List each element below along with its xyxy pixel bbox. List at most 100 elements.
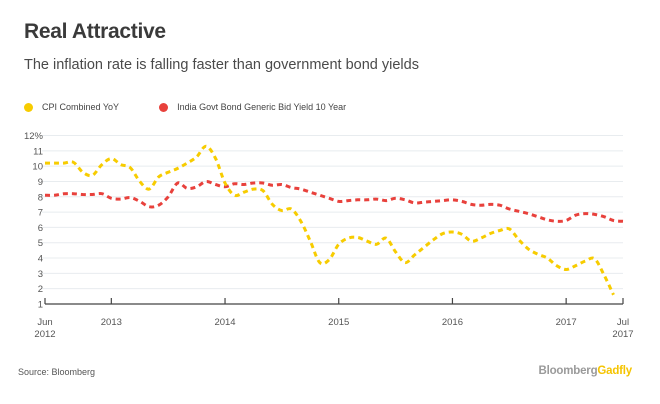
legend-label-cpi: CPI Combined YoY xyxy=(42,102,120,112)
x-tick-label: 2014 xyxy=(214,317,235,328)
data-point-bond-yield xyxy=(574,214,576,216)
chart-subtitle: The inflation rate is falling faster tha… xyxy=(24,57,419,73)
data-point-cpi xyxy=(423,246,425,248)
data-point-cpi xyxy=(574,265,576,267)
data-point-bond-yield xyxy=(499,204,501,206)
data-point-bond-yield xyxy=(593,213,595,215)
data-point-bond-yield xyxy=(338,200,340,202)
data-point-bond-yield xyxy=(129,196,131,198)
data-point-bond-yield xyxy=(404,199,406,201)
data-point-bond-yield xyxy=(537,215,539,217)
x-tick-label: Jun xyxy=(37,317,52,328)
data-point-cpi xyxy=(63,162,65,164)
data-point-bond-yield xyxy=(44,194,46,196)
data-point-cpi xyxy=(328,258,330,260)
data-point-bond-yield xyxy=(139,200,141,202)
data-point-bond-yield xyxy=(347,199,349,201)
data-point-bond-yield xyxy=(461,200,463,202)
data-point-bond-yield xyxy=(176,182,178,184)
data-point-cpi xyxy=(214,157,216,159)
data-point-bond-yield xyxy=(110,197,112,199)
data-point-cpi xyxy=(432,238,434,240)
data-point-cpi xyxy=(139,180,141,182)
data-point-bond-yield xyxy=(527,212,529,214)
legend-item-cpi: CPI Combined YoY xyxy=(24,102,119,112)
data-point-cpi xyxy=(489,232,491,234)
y-tick-label: 9 xyxy=(38,177,43,188)
data-point-cpi xyxy=(53,162,55,164)
data-point-bond-yield xyxy=(186,187,188,189)
data-point-cpi xyxy=(518,238,520,240)
y-tick-label: 8 xyxy=(38,192,43,203)
y-tick-label: 2 xyxy=(38,284,43,295)
data-point-bond-yield xyxy=(82,193,84,195)
y-tick-label: 5 xyxy=(38,238,43,249)
data-point-cpi xyxy=(224,182,226,184)
data-point-bond-yield xyxy=(603,215,605,217)
data-point-cpi xyxy=(461,233,463,235)
legend: CPI Combined YoY India Govt Bond Generic… xyxy=(24,100,386,114)
data-point-cpi xyxy=(527,248,529,250)
data-point-cpi xyxy=(593,258,595,260)
brand-bloomberg: Bloomberg xyxy=(538,365,598,377)
data-point-bond-yield xyxy=(233,183,235,185)
data-point-cpi xyxy=(546,257,548,259)
data-point-bond-yield xyxy=(148,206,150,208)
data-point-cpi xyxy=(290,208,292,210)
data-point-bond-yield xyxy=(470,203,472,205)
data-point-cpi xyxy=(148,188,150,190)
x-tick-label: 2012 xyxy=(34,329,55,340)
data-point-cpi xyxy=(612,294,614,296)
source-note: Source: Bloomberg xyxy=(18,367,96,377)
data-point-bond-yield xyxy=(271,184,273,186)
data-point-cpi xyxy=(110,157,112,159)
data-point-cpi xyxy=(195,156,197,158)
series-line-cpi xyxy=(45,144,615,296)
data-point-bond-yield xyxy=(518,210,520,212)
data-point-cpi xyxy=(309,240,311,242)
data-point-bond-yield xyxy=(480,204,482,206)
data-point-bond-yield xyxy=(167,196,169,198)
data-point-cpi xyxy=(394,251,396,253)
legend-item-bond-yield: India Govt Bond Generic Bid Yield 10 Yea… xyxy=(159,102,346,112)
data-point-cpi xyxy=(366,240,368,242)
data-point-bond-yield xyxy=(300,188,302,190)
legend-swatch-bond-yield xyxy=(159,102,169,112)
data-point-bond-yield xyxy=(375,198,377,200)
data-point-bond-yield xyxy=(252,182,254,184)
data-point-bond-yield xyxy=(612,219,614,221)
data-point-bond-yield xyxy=(91,193,93,195)
data-point-cpi xyxy=(565,268,567,270)
data-point-bond-yield xyxy=(555,220,557,222)
data-point-cpi xyxy=(300,220,302,222)
brand-logo: BloombergGadfly xyxy=(539,365,633,377)
data-point-bond-yield xyxy=(489,203,491,205)
data-point-cpi xyxy=(555,265,557,267)
data-point-cpi xyxy=(413,254,415,256)
data-point-bond-yield xyxy=(413,202,415,204)
data-point-bond-yield xyxy=(195,186,197,188)
data-point-cpi xyxy=(319,261,321,263)
chart-title: Real Attractive xyxy=(24,20,166,43)
data-point-cpi xyxy=(508,228,510,230)
y-tick-label: 4 xyxy=(38,254,43,265)
data-point-bond-yield xyxy=(214,183,216,185)
data-point-bond-yield xyxy=(158,204,160,206)
data-point-cpi xyxy=(101,163,103,165)
data-point-cpi xyxy=(91,174,93,176)
data-point-cpi xyxy=(281,209,283,211)
data-point-cpi xyxy=(338,243,340,245)
data-point-bond-yield xyxy=(394,197,396,199)
data-point-cpi xyxy=(262,189,264,191)
data-point-bond-yield xyxy=(432,200,434,202)
data-point-cpi xyxy=(470,240,472,242)
data-point-bond-yield xyxy=(72,193,74,195)
data-point-bond-yield xyxy=(53,194,55,196)
x-tick-label: 2016 xyxy=(442,317,463,328)
data-point-cpi xyxy=(158,176,160,178)
data-point-bond-yield xyxy=(366,199,368,201)
x-tick-label: 2013 xyxy=(101,317,122,328)
x-tick-label: Jul xyxy=(617,317,629,328)
